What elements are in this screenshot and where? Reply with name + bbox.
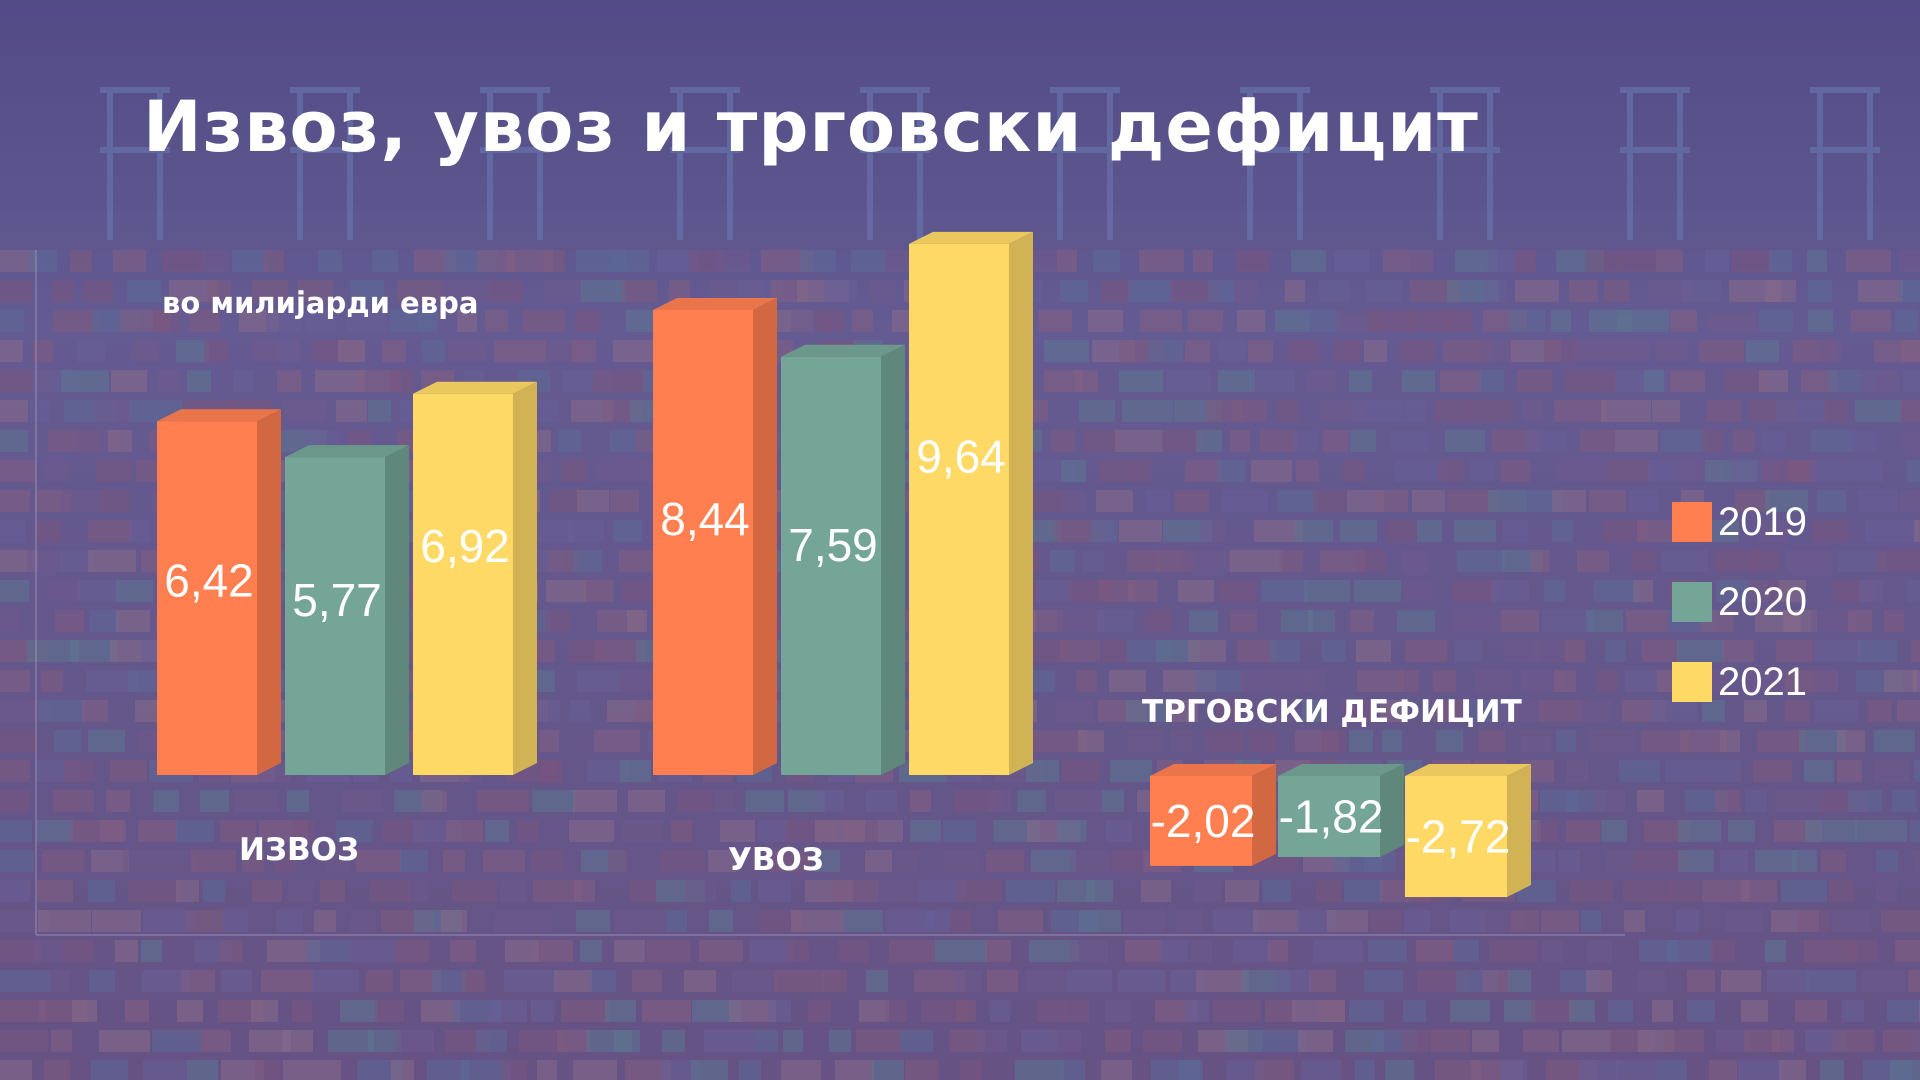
- legend-item-2019: 2019: [1672, 482, 1807, 562]
- deficit-bar-2020: [1278, 764, 1404, 857]
- legend-label-2019: 2019: [1718, 499, 1807, 544]
- bar-ИЗВОЗ-2020: [285, 445, 409, 775]
- data-label-ИЗВОЗ-2020: 5,77: [292, 574, 382, 626]
- bar-УВОЗ-2019: [653, 297, 777, 775]
- bar-ИЗВОЗ-2019: [157, 409, 281, 775]
- legend-swatch-2019: [1672, 502, 1712, 542]
- deficit-bar-2019: [1150, 764, 1276, 866]
- data-label-УВОЗ-2019: 8,44: [660, 493, 750, 545]
- legend-label-2020: 2020: [1718, 579, 1807, 624]
- legend-swatch-2021: [1672, 662, 1712, 702]
- deficit-bar-2021: [1405, 764, 1531, 898]
- data-label-УВОЗ-2021: 9,64: [916, 430, 1006, 482]
- legend: 2019 2020 2021: [1672, 482, 1807, 722]
- legend-item-2021: 2021: [1672, 642, 1807, 722]
- bar-УВОЗ-2021: [909, 231, 1033, 775]
- category-label-import: УВОЗ: [728, 842, 824, 878]
- bar-УВОЗ-2020: [781, 344, 905, 775]
- legend-label-2021: 2021: [1718, 659, 1807, 704]
- chart-subtitle: во милијарди евра: [162, 286, 479, 320]
- deficit-label-2021: -2,72: [1406, 811, 1511, 863]
- page-title: Извоз, увоз и трговски дефицит: [143, 86, 1479, 168]
- category-label-export: ИЗВОЗ: [239, 832, 359, 868]
- legend-item-2020: 2020: [1672, 562, 1807, 642]
- legend-swatch-2020: [1672, 582, 1712, 622]
- data-label-ИЗВОЗ-2019: 6,42: [164, 554, 254, 606]
- data-label-ИЗВОЗ-2021: 6,92: [420, 520, 510, 572]
- deficit-label-2020: -1,82: [1279, 790, 1384, 842]
- bar-ИЗВОЗ-2021: [413, 381, 537, 775]
- data-label-УВОЗ-2020: 7,59: [788, 519, 878, 571]
- deficit-label-2019: -2,02: [1151, 795, 1256, 847]
- deficit-title: ТРГОВСКИ ДЕФИЦИТ: [1142, 694, 1522, 730]
